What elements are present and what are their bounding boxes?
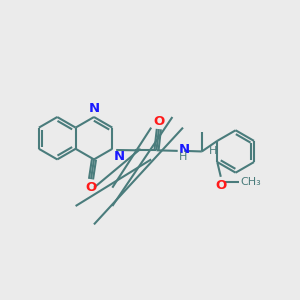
Text: O: O xyxy=(215,178,226,192)
Text: CH₃: CH₃ xyxy=(240,176,261,187)
Text: N: N xyxy=(114,150,125,163)
Text: O: O xyxy=(85,181,97,194)
Text: H: H xyxy=(179,152,187,162)
Text: N: N xyxy=(88,102,100,115)
Text: N: N xyxy=(179,143,190,156)
Text: O: O xyxy=(153,115,164,128)
Text: H: H xyxy=(209,146,218,156)
